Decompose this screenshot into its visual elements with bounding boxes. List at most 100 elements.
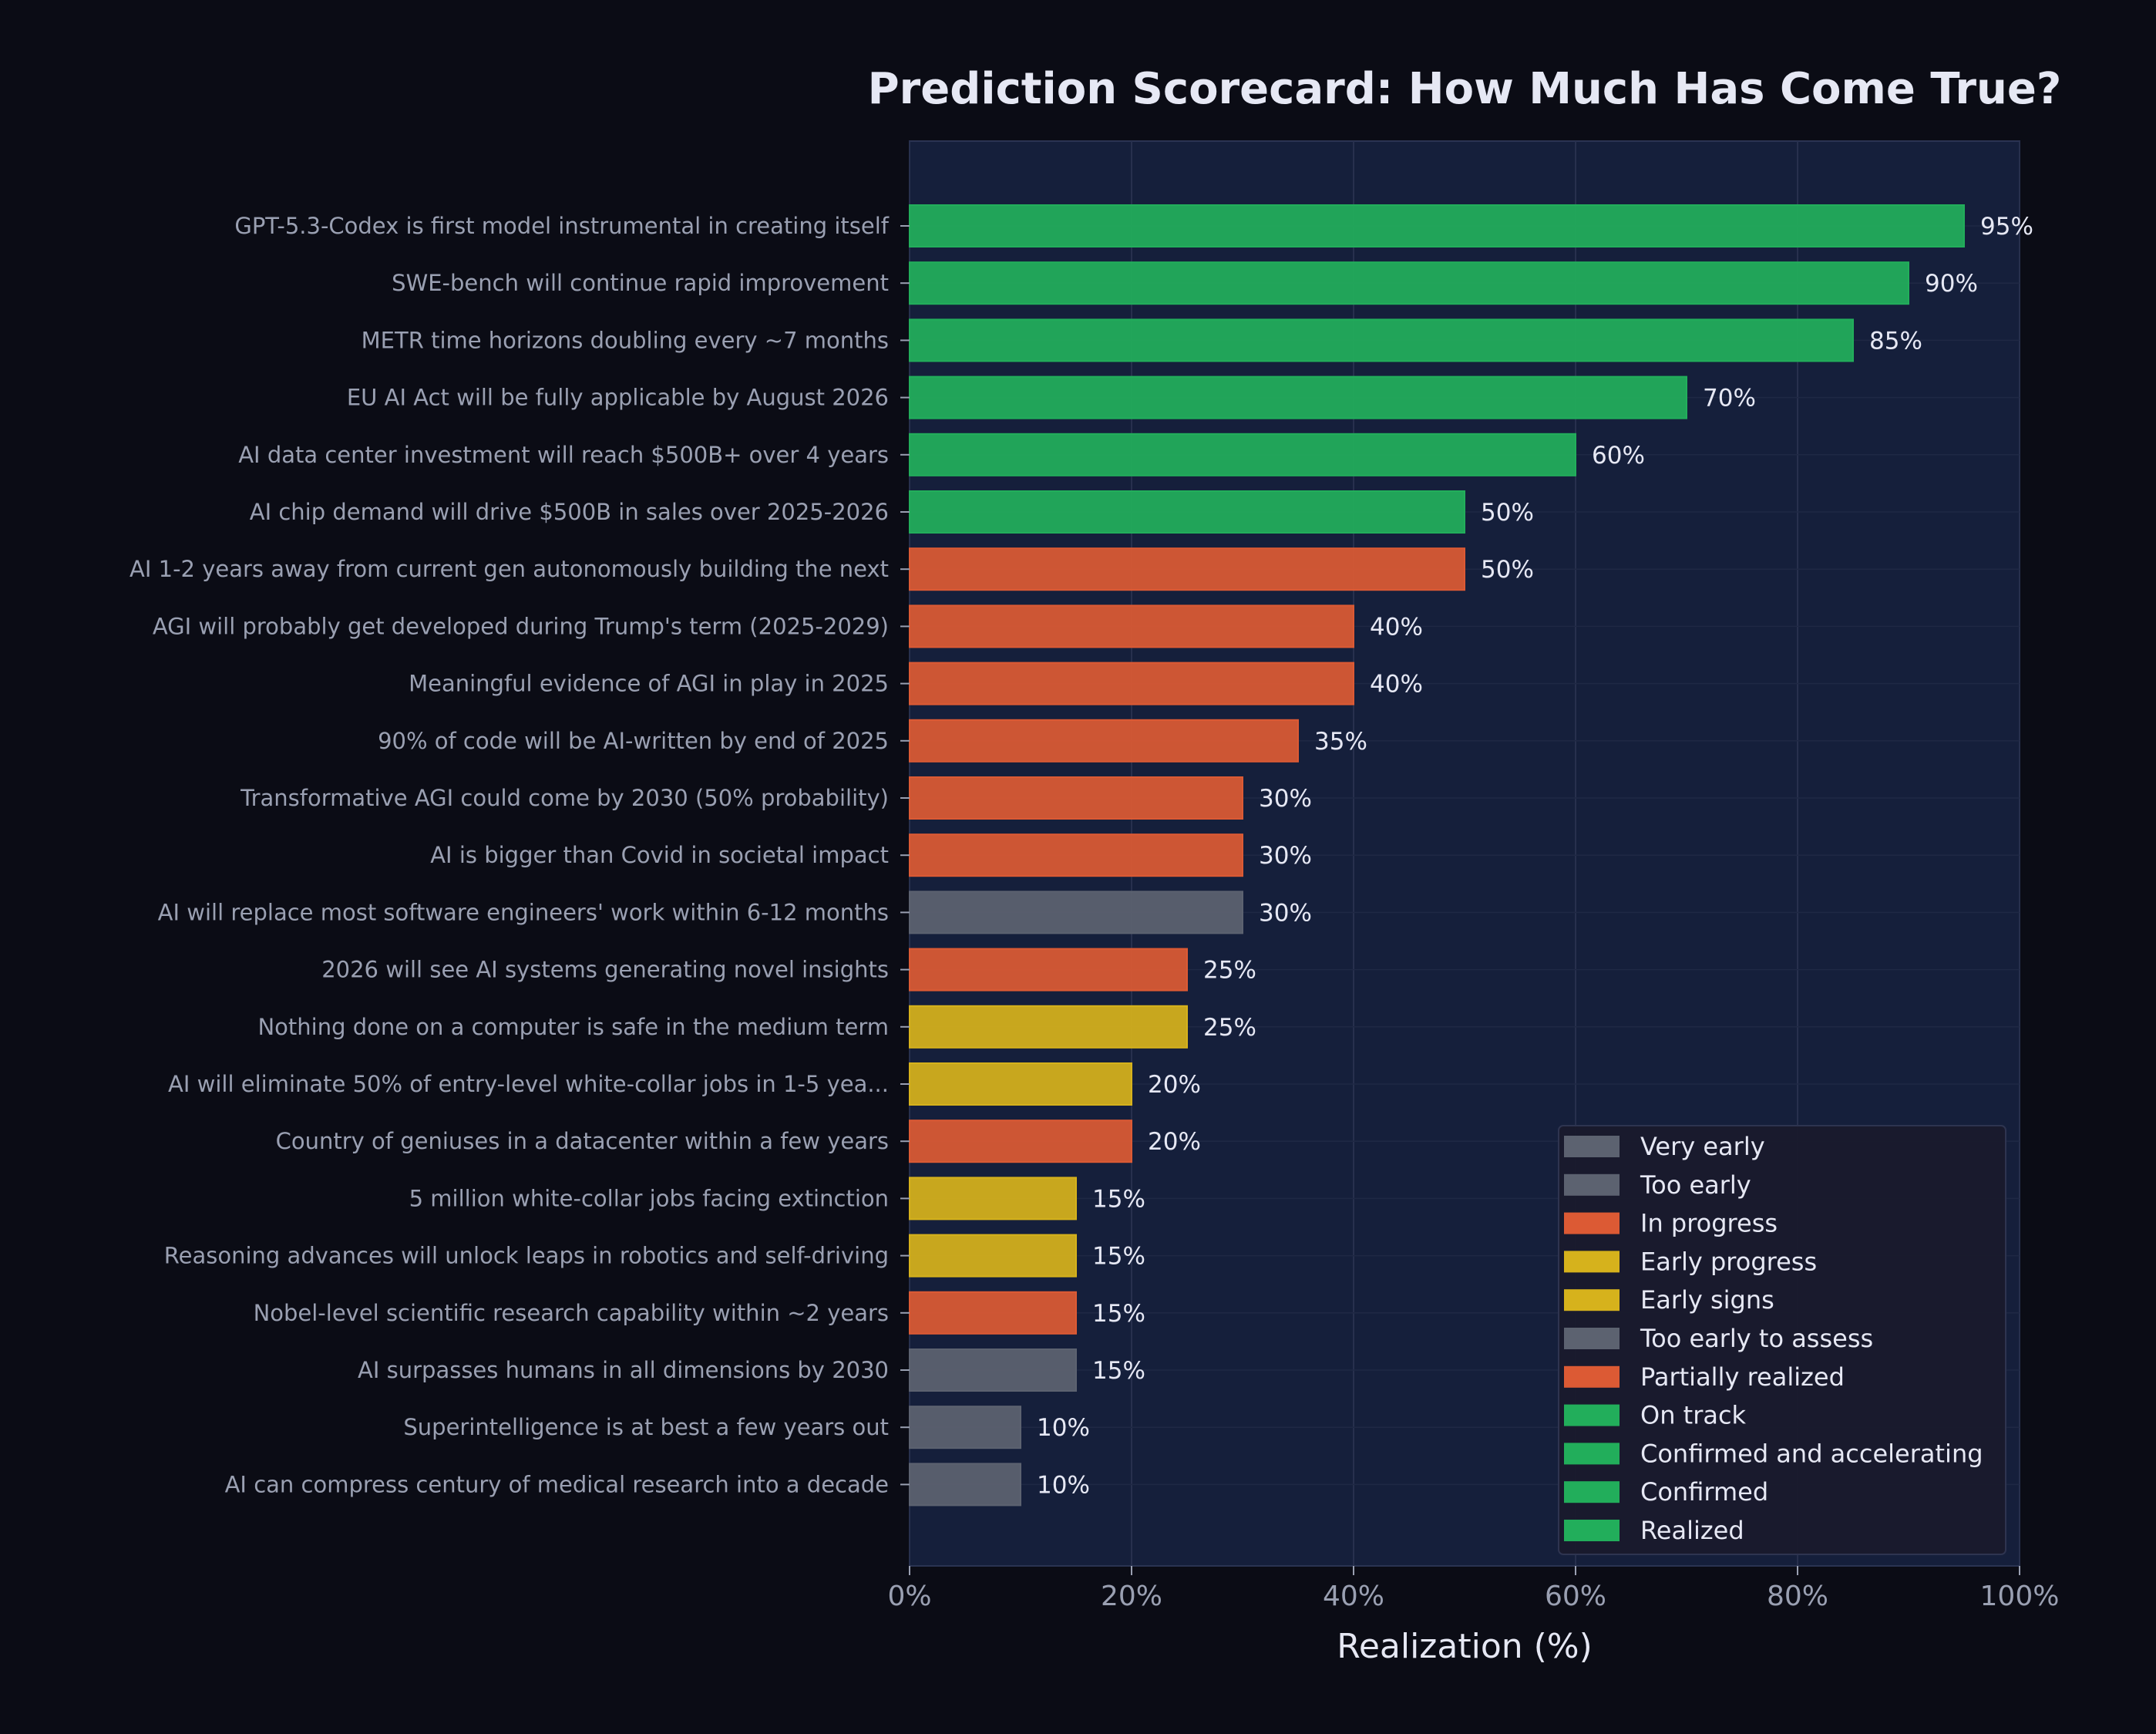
category-label: SWE-bench will continue rapid improvemen…	[392, 270, 889, 296]
legend-label: On track	[1640, 1401, 1747, 1430]
category-labels: GPT-5.3-Codex is first model instrumenta…	[129, 213, 910, 1497]
bar-value-label: 20%	[1148, 1128, 1201, 1156]
x-tick-label: 40%	[1323, 1581, 1384, 1612]
bar-value-label: 30%	[1259, 785, 1312, 813]
bar	[909, 261, 1909, 305]
category-label: Reasoning advances will unlock leaps in …	[164, 1243, 889, 1269]
value-labels: 95% 90% 85% 70% 60% 50% 50% 40% 40% 35% 30% 30% 30% 2…	[1037, 213, 2033, 1499]
bar-value-label: 50%	[1481, 499, 1534, 527]
category-label: AI data center investment will reach $50…	[238, 442, 889, 468]
bar-value-label: 50%	[1481, 556, 1534, 584]
bar	[909, 318, 1854, 362]
bar	[909, 1005, 1188, 1049]
bar	[909, 948, 1188, 992]
bar-value-label: 35%	[1314, 728, 1367, 756]
legend-label: In progress	[1640, 1209, 1778, 1238]
legend-box	[1558, 1125, 2006, 1555]
legend-swatch	[1564, 1520, 1620, 1541]
category-label: METR time horizons doubling every ~7 mon…	[362, 327, 889, 353]
bar-value-label: 10%	[1037, 1414, 1090, 1442]
bar-value-label: 25%	[1203, 957, 1256, 985]
bar-value-label: 25%	[1203, 1014, 1256, 1042]
bar	[909, 1062, 1132, 1106]
bar	[909, 1291, 1077, 1335]
bar	[909, 547, 1465, 591]
bar	[909, 604, 1354, 648]
bar-value-label: 15%	[1092, 1185, 1145, 1213]
category-label: AI will eliminate 50% of entry-level whi…	[168, 1071, 889, 1097]
legend-swatch	[1564, 1404, 1620, 1426]
legend-swatch	[1564, 1212, 1620, 1234]
x-tick-label: 80%	[1767, 1581, 1828, 1612]
bar-value-label: 15%	[1092, 1243, 1145, 1271]
category-label: Meaningful evidence of AGI in play in 20…	[409, 671, 889, 697]
legend-label: Too early	[1640, 1170, 1751, 1200]
bar-value-label: 30%	[1259, 899, 1312, 927]
bar	[909, 1406, 1021, 1449]
category-label: 5 million white-collar jobs facing extin…	[409, 1185, 889, 1211]
legend-swatch	[1564, 1173, 1620, 1196]
legend-swatch	[1564, 1289, 1620, 1311]
legend-swatch	[1564, 1328, 1620, 1349]
legend-swatch	[1564, 1481, 1620, 1503]
legend-label: Confirmed	[1640, 1477, 1768, 1507]
legend: Very early Too early In progress Early prog…	[1558, 1125, 2006, 1555]
bar-value-label: 95%	[1980, 213, 2033, 241]
category-label: Country of geniuses in a datacenter with…	[276, 1128, 889, 1154]
bar-value-label: 40%	[1370, 613, 1423, 641]
bar	[909, 1234, 1077, 1278]
category-label: AI 1-2 years away from current gen auton…	[129, 556, 889, 582]
bar	[909, 204, 1965, 247]
bar-value-label: 70%	[1703, 385, 1756, 412]
category-label: GPT-5.3-Codex is first model instrumenta…	[234, 213, 889, 239]
bar-value-label: 85%	[1869, 327, 1922, 355]
legend-label: Too early to assess	[1640, 1324, 1873, 1353]
legend-label: Very early	[1640, 1132, 1765, 1161]
bar	[909, 375, 1687, 419]
category-label: EU AI Act will be fully applicable by Au…	[347, 385, 889, 411]
legend-label: Partially realized	[1640, 1362, 1845, 1392]
x-tick-label: 100%	[1980, 1581, 2060, 1612]
legend-swatch	[1564, 1136, 1620, 1157]
legend-swatch	[1564, 1251, 1620, 1273]
legend-swatch	[1564, 1443, 1620, 1465]
bar	[909, 719, 1299, 763]
legend-label: Early progress	[1640, 1247, 1817, 1276]
legend-label: Confirmed and accelerating	[1640, 1439, 1983, 1468]
bar	[909, 433, 1576, 476]
bar-value-label: 15%	[1092, 1300, 1145, 1328]
bars	[909, 204, 1965, 1507]
bar	[909, 662, 1354, 705]
category-label: AI will replace most software engineers'…	[158, 899, 889, 925]
bar-value-label: 10%	[1037, 1471, 1090, 1499]
x-tick-label: 20%	[1101, 1581, 1162, 1612]
bar	[909, 776, 1243, 820]
category-label: AI can compress century of medical resea…	[225, 1471, 889, 1497]
bar-value-label: 20%	[1148, 1071, 1201, 1099]
bar-value-label: 15%	[1092, 1357, 1145, 1385]
legend-label: Realized	[1640, 1516, 1744, 1545]
bar	[909, 891, 1243, 934]
category-label: Nobel-level scientific research capabili…	[254, 1300, 889, 1326]
x-tick-label: 0%	[887, 1581, 931, 1612]
bar	[909, 1120, 1132, 1163]
bar	[909, 490, 1465, 534]
legend-label: Early signs	[1640, 1285, 1774, 1315]
x-tick-label: 60%	[1545, 1581, 1606, 1612]
bar	[909, 1177, 1077, 1221]
category-label: AI chip demand will drive $500B in sales…	[250, 499, 889, 525]
bar	[909, 833, 1243, 877]
legend-swatch	[1564, 1365, 1620, 1388]
category-label: Transformative AGI could come by 2030 (5…	[240, 785, 889, 811]
bar-value-label: 90%	[1925, 270, 1978, 298]
category-label: AI surpasses humans in all dimensions by…	[358, 1357, 889, 1383]
bar	[909, 1463, 1021, 1507]
category-label: AI is bigger than Covid in societal impa…	[430, 842, 889, 868]
bar-value-label: 30%	[1259, 842, 1312, 870]
bar-value-label: 40%	[1370, 671, 1423, 699]
category-label: AGI will probably get developed during T…	[153, 613, 889, 639]
category-label: 90% of code will be AI-written by end of…	[378, 728, 889, 754]
category-label: Superintelligence is at best a few years…	[403, 1414, 889, 1440]
bar-value-label: 60%	[1592, 442, 1645, 470]
